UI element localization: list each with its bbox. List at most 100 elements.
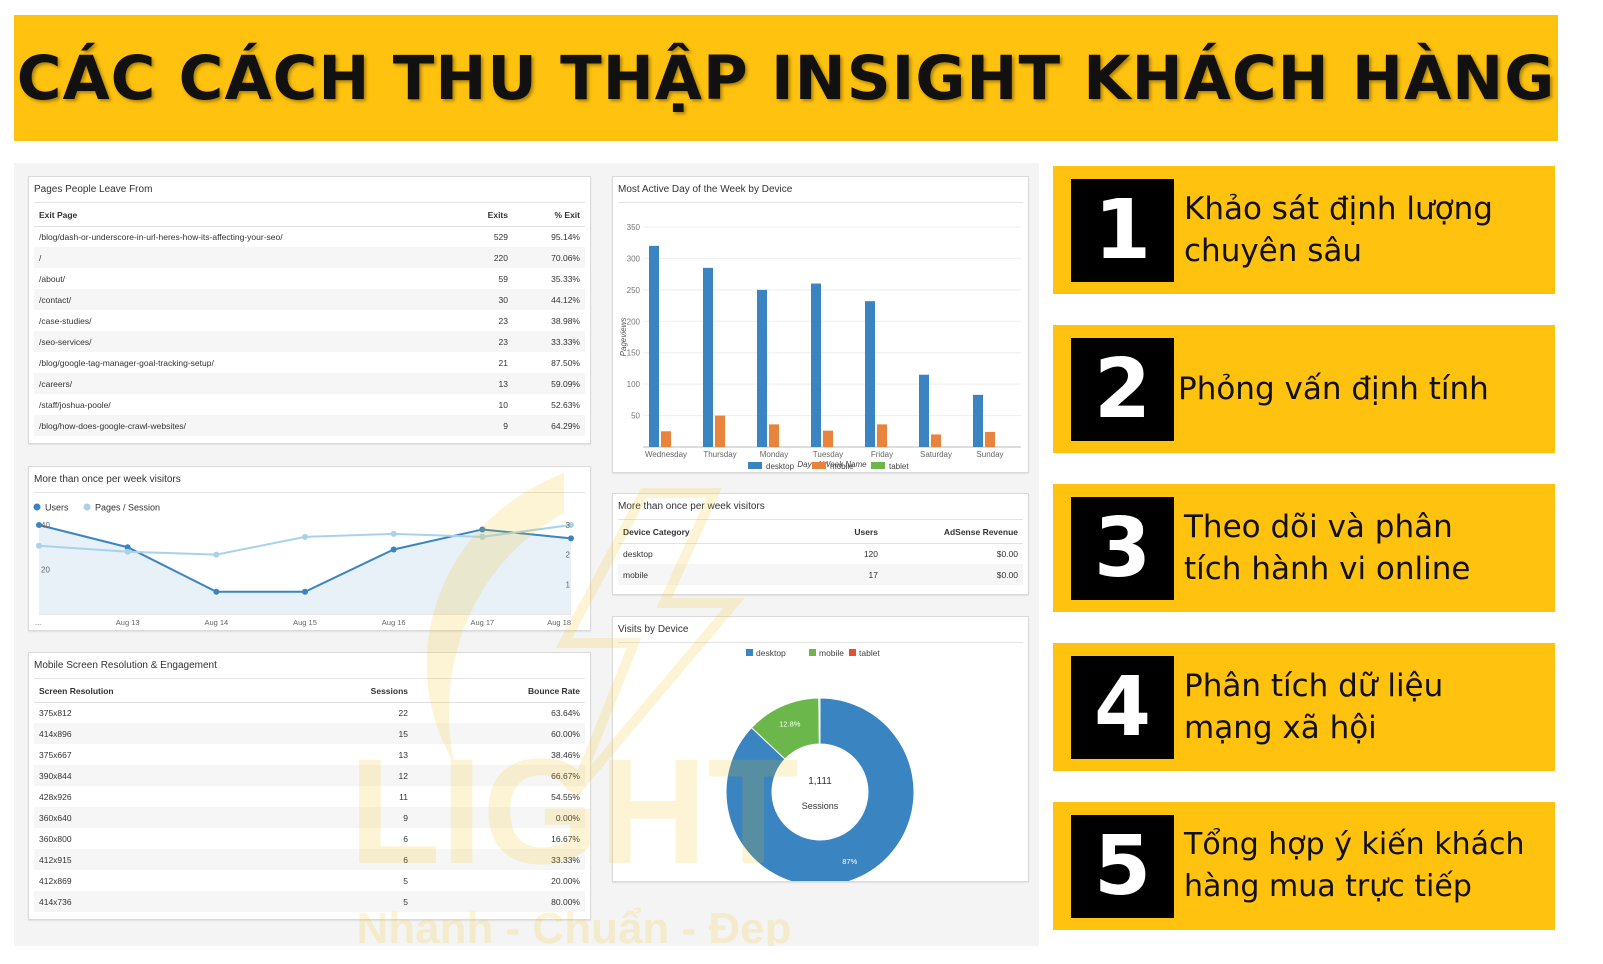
- table-cell: 390x844: [34, 765, 283, 786]
- legend-label: Users: [45, 503, 69, 513]
- table-cell: /seo-services/: [34, 331, 443, 352]
- bar-desktop[interactable]: [973, 394, 983, 447]
- table-row[interactable]: 360x800 6 16.67%: [34, 828, 585, 849]
- table-cell: 13: [398, 749, 408, 760]
- step-number: 4: [1071, 656, 1174, 759]
- table-row[interactable]: /about/59 35.33%: [34, 268, 585, 289]
- bar-desktop[interactable]: [649, 245, 659, 447]
- column-header-sessions[interactable]: Sessions: [283, 681, 413, 703]
- data-point[interactable]: [36, 542, 42, 549]
- table-cell: 6: [283, 849, 413, 870]
- bar-desktop[interactable]: [757, 289, 767, 447]
- table-row[interactable]: /seo-services/23 33.33%: [34, 331, 585, 352]
- table-row[interactable]: /case-studies/23 38.98%: [34, 310, 585, 331]
- column-header-exit-rate[interactable]: % Exit: [513, 205, 585, 227]
- slice-tablet[interactable]: [818, 697, 821, 745]
- table-row[interactable]: /blog/how-does-google-crawl-websites/9 64…: [34, 415, 585, 436]
- column-header-exits[interactable]: Exits: [443, 205, 513, 227]
- table-row[interactable]: 375x667 13 38.46%: [34, 744, 585, 765]
- table-row[interactable]: mobile 17 $0.00: [618, 564, 1023, 585]
- data-point[interactable]: [479, 526, 486, 533]
- bar-mobile[interactable]: [985, 431, 995, 447]
- table-cell: 412x869: [39, 875, 72, 886]
- table-row[interactable]: 428x926 11 54.55%: [34, 786, 585, 807]
- bar-mobile[interactable]: [715, 415, 725, 447]
- data-point[interactable]: [568, 522, 574, 528]
- table-row[interactable]: desktop 120 $0.00: [618, 543, 1023, 564]
- bar-mobile[interactable]: [877, 424, 887, 447]
- step-2: 2 Phỏng vấn định tính: [1053, 325, 1555, 453]
- table-row[interactable]: 412x915 6 33.33%: [34, 849, 585, 870]
- data-point[interactable]: [213, 588, 220, 595]
- step-text: Tổng hợp ý kiến khách hàng mua trực tiếp: [1184, 827, 1525, 904]
- bar-desktop[interactable]: [919, 374, 929, 447]
- table-cell: /staff/joshua-poole/: [39, 399, 111, 410]
- table-row[interactable]: 414x736 5 80.00%: [34, 891, 585, 912]
- bar-mobile[interactable]: [661, 431, 671, 447]
- table-row[interactable]: 390x844 12 66.67%: [34, 765, 585, 786]
- data-point[interactable]: [302, 588, 308, 595]
- y-tick-label: 250: [627, 286, 641, 295]
- slice-desktop[interactable]: [725, 697, 915, 881]
- table-cell: 21: [498, 357, 508, 368]
- column-header-resolution[interactable]: Screen Resolution: [34, 681, 283, 703]
- card-title: Most Active Day of the Week by Device: [618, 184, 793, 195]
- exit-pages-table: Exit Page Exits % Exit /blog/dash-or-und…: [34, 205, 585, 436]
- table-row[interactable]: 360x640 9 0.00%: [34, 807, 585, 828]
- x-tick-label: Thursday: [703, 450, 736, 459]
- column-header-users[interactable]: Users: [793, 522, 883, 544]
- data-point[interactable]: [124, 548, 131, 555]
- column-header-adsense[interactable]: AdSense Revenue: [883, 522, 1023, 544]
- table-cell: 95.14%: [551, 231, 580, 242]
- visits-by-device-card: Visits by Device desktop mobile tablet 87% 1…: [612, 616, 1029, 882]
- table-cell: /contact/: [34, 289, 443, 310]
- table-row[interactable]: 412x869 5 20.00%: [34, 870, 585, 891]
- bar-mobile[interactable]: [823, 430, 833, 447]
- data-point[interactable]: [390, 546, 397, 553]
- data-point[interactable]: [568, 535, 574, 542]
- data-point[interactable]: [479, 533, 486, 540]
- bar-desktop[interactable]: [865, 301, 875, 447]
- step-3: 3 Theo dõi và phân tích hành vi online: [1053, 484, 1555, 612]
- table-row[interactable]: /220 70.06%: [34, 247, 585, 268]
- table-cell: 9: [443, 415, 513, 436]
- table-cell: $0.00: [883, 564, 1023, 585]
- table-cell: 80.00%: [413, 891, 585, 912]
- bar-desktop[interactable]: [811, 283, 821, 447]
- table-row[interactable]: /blog/dash-or-underscore-in-url-heres-ho…: [34, 226, 585, 247]
- table-cell: 35.33%: [551, 273, 580, 284]
- x-axis-label: Day of Week Name: [797, 460, 867, 469]
- bar-mobile[interactable]: [769, 424, 779, 447]
- table-cell: 120: [863, 548, 878, 559]
- data-point[interactable]: [36, 522, 42, 528]
- table-row[interactable]: 414x896 15 60.00%: [34, 723, 585, 744]
- legend-swatch: [33, 503, 41, 511]
- bar-mobile[interactable]: [931, 434, 941, 447]
- data-point[interactable]: [213, 551, 220, 558]
- legend-label: desktop: [766, 462, 795, 471]
- table-row[interactable]: 375x812 22 63.64%: [34, 702, 585, 723]
- table-row[interactable]: /careers/13 59.09%: [34, 373, 585, 394]
- column-header-exit-page[interactable]: Exit Page: [34, 205, 443, 227]
- donut-chart: desktop mobile tablet 87% 12.8% 1,111 Sessions: [725, 648, 915, 881]
- legend-swatch: [83, 503, 91, 511]
- step-number: 5: [1071, 815, 1174, 918]
- step-number: 1: [1071, 179, 1174, 282]
- bar-desktop[interactable]: [703, 267, 713, 447]
- table-cell: 412x915: [34, 849, 283, 870]
- data-point[interactable]: [302, 533, 308, 540]
- title-banner: CÁC CÁCH THU THẬP INSIGHT KHÁCH HÀNG: [14, 15, 1558, 141]
- table-cell: /about/: [39, 273, 65, 284]
- table-row[interactable]: /contact/30 44.12%: [34, 289, 585, 310]
- data-point[interactable]: [390, 530, 397, 537]
- column-header-bounce-rate[interactable]: Bounce Rate: [413, 681, 585, 703]
- table-row[interactable]: /staff/joshua-poole/10 52.63%: [34, 394, 585, 415]
- divider: [618, 642, 1023, 643]
- table-cell: 5: [283, 891, 413, 912]
- table-row[interactable]: /blog/google-tag-manager-goal-tracking-s…: [34, 352, 585, 373]
- table-cell: 414x736: [34, 891, 283, 912]
- column-header-device[interactable]: Device Category: [618, 522, 793, 544]
- users-area: [39, 525, 571, 614]
- data-point[interactable]: [124, 544, 131, 551]
- step-number: 3: [1071, 497, 1174, 600]
